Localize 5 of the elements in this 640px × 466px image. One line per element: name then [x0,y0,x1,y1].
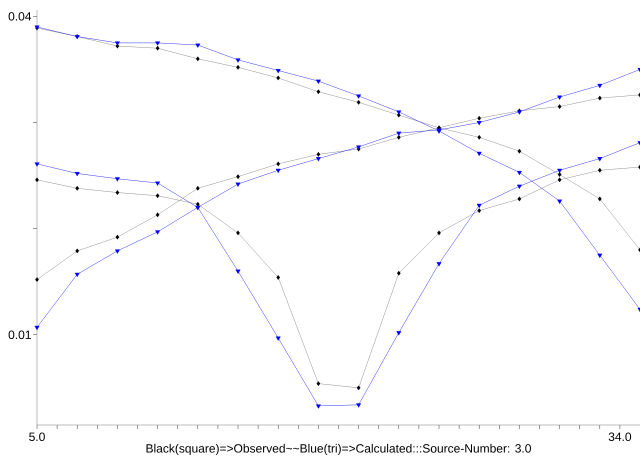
x-tick-label: 5.0 [29,432,45,442]
y-tick-label: 0.04 [8,12,32,21]
x-tick-label: 34.0 [608,432,632,442]
y-tick-label: 0.01 [8,330,31,340]
x-axis-title: Black(square)=>Observed~~Blue(tri)=>Calculated:::Source-Number: 3.0 [146,444,531,456]
